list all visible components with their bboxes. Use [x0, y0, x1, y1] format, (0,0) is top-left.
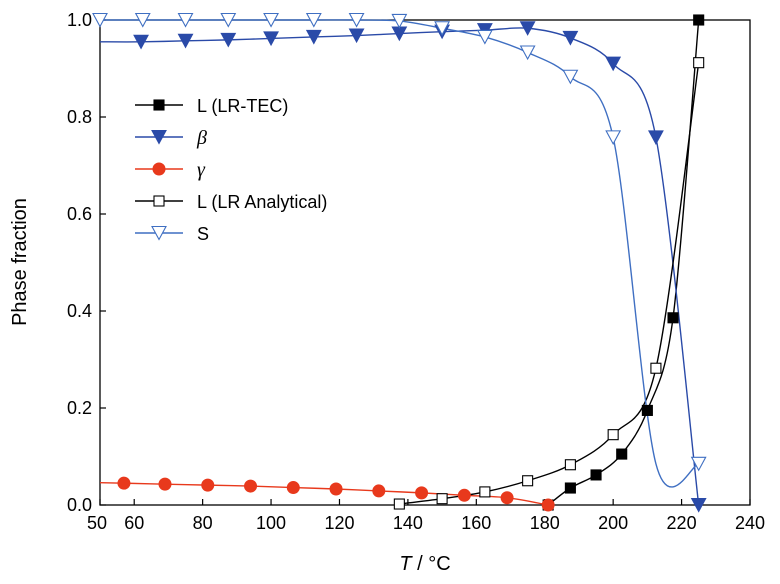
- legend-label-s: S: [197, 224, 209, 244]
- legend-label-gamma: γ: [197, 159, 206, 181]
- data-point-beta: [605, 56, 622, 72]
- data-point-gamma: [541, 498, 555, 512]
- data-point-gamma: [201, 478, 215, 492]
- y-tick-label: 0.8: [67, 107, 92, 127]
- data-point-l-lr-analytical: [479, 486, 491, 498]
- legend-marker-beta: [151, 129, 167, 145]
- data-point-l-lr-analytical: [436, 493, 448, 505]
- data-point-gamma: [286, 481, 300, 495]
- data-point-beta: [263, 31, 279, 47]
- data-point-s: [519, 45, 536, 61]
- data-point-s: [220, 12, 237, 28]
- legend-marker-l-lr-analytical: [153, 195, 165, 207]
- legend: L (LR-TEC) βγ L (LR Analytical) S: [135, 96, 327, 244]
- series-line-beta: [99, 27, 700, 506]
- y-tick-label: 0.2: [67, 398, 92, 418]
- x-tick-label: 120: [324, 513, 354, 533]
- data-point-beta: [690, 497, 707, 513]
- data-point-s: [305, 12, 322, 28]
- data-point-gamma: [457, 488, 471, 502]
- x-tick-label: 140: [393, 513, 423, 533]
- data-point-gamma: [500, 491, 514, 505]
- plot-frame: [99, 19, 751, 506]
- data-point-s: [348, 12, 365, 28]
- x-tick-label: 80: [193, 513, 213, 533]
- data-point-gamma: [329, 482, 343, 496]
- y-tick-label: 0.4: [67, 301, 92, 321]
- data-point-s: [476, 29, 493, 45]
- data-point-gamma: [117, 476, 131, 490]
- data-point-l-lr-analytical: [522, 475, 534, 487]
- data-point-l-lr-analytical: [393, 498, 405, 510]
- x-tick-label: 180: [530, 513, 560, 533]
- x-axis-variable: T: [399, 553, 413, 575]
- data-point-beta: [562, 30, 579, 46]
- y-tick-label: 0.0: [67, 495, 92, 515]
- data-point-gamma: [244, 479, 258, 493]
- data-point-s: [263, 12, 279, 28]
- data-point-beta: [220, 32, 237, 48]
- data-point-beta: [519, 21, 536, 36]
- data-point-l-lr-analytical: [650, 362, 662, 374]
- data-point-beta: [133, 34, 149, 50]
- data-point-s: [92, 12, 108, 28]
- legend-marker-gamma: [152, 162, 166, 176]
- series-line-s: [99, 19, 699, 488]
- data-point-s: [690, 456, 707, 472]
- data-point-gamma: [372, 484, 386, 498]
- data-point-l-lr-tec: [641, 404, 653, 416]
- data-point-s: [434, 21, 451, 36]
- data-point-s: [391, 13, 408, 29]
- x-axis-unit: / °C: [412, 553, 451, 575]
- data-point-s: [177, 12, 194, 28]
- x-tick-label: 240: [735, 513, 765, 533]
- data-point-beta: [305, 29, 322, 45]
- x-tick-label: 220: [667, 513, 697, 533]
- series-line-l-lr-tec: [547, 19, 700, 506]
- series-markers: [92, 12, 707, 513]
- data-point-beta: [177, 33, 194, 49]
- data-point-l-lr-tec: [667, 312, 679, 324]
- y-axis-title: Phase fraction: [9, 198, 31, 326]
- data-point-s: [562, 69, 579, 85]
- data-point-l-lr-analytical: [693, 57, 705, 69]
- data-point-l-lr-analytical: [607, 429, 619, 441]
- data-point-gamma: [415, 486, 429, 500]
- axis-ticks: 50 60 80 100 120 140 160 180 200 220 240 0.0 0.2 0.4 0…: [67, 10, 765, 533]
- data-point-beta: [348, 28, 365, 44]
- legend-marker-l-lr-tec: [153, 99, 165, 111]
- data-point-l-lr-tec: [693, 14, 705, 26]
- x-tick-label: 60: [124, 513, 144, 533]
- x-tick-label: 50: [87, 513, 107, 533]
- legend-marker-s: [151, 225, 167, 241]
- y-tick-label: 1.0: [67, 10, 92, 30]
- data-point-l-lr-analytical: [564, 459, 576, 471]
- x-axis-title: T / °C: [399, 553, 450, 575]
- legend-label-l-lr-analytical: L (LR Analytical): [197, 192, 327, 212]
- data-point-l-lr-tec: [590, 469, 602, 481]
- data-point-s: [605, 130, 622, 146]
- legend-label-beta: β: [196, 127, 207, 149]
- x-tick-label: 160: [461, 513, 491, 533]
- data-point-l-lr-tec: [564, 482, 576, 494]
- data-point-s: [134, 12, 151, 28]
- data-point-beta: [648, 130, 664, 146]
- y-tick-label: 0.6: [67, 204, 92, 224]
- legend-label-l-lr-tec: L (LR-TEC): [197, 96, 288, 116]
- x-tick-label: 100: [256, 513, 286, 533]
- data-point-gamma: [158, 477, 172, 491]
- data-point-l-lr-tec: [616, 448, 628, 460]
- x-tick-label: 200: [598, 513, 628, 533]
